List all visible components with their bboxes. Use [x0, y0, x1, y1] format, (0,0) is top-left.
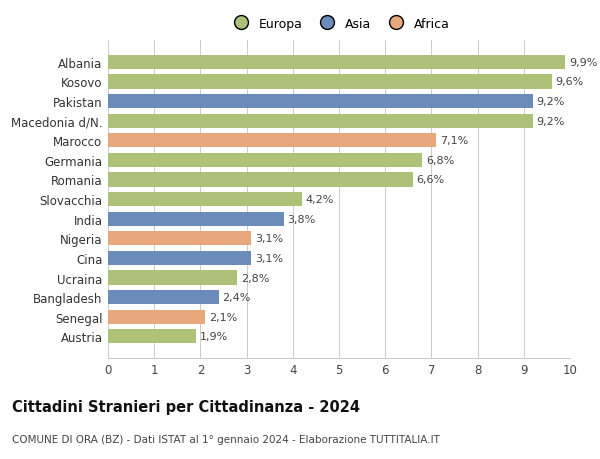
Text: 2,1%: 2,1%: [209, 312, 237, 322]
Text: COMUNE DI ORA (BZ) - Dati ISTAT al 1° gennaio 2024 - Elaborazione TUTTITALIA.IT: COMUNE DI ORA (BZ) - Dati ISTAT al 1° ge…: [12, 434, 440, 444]
Text: 9,2%: 9,2%: [537, 117, 565, 126]
Text: 3,8%: 3,8%: [287, 214, 316, 224]
Legend: Europa, Asia, Africa: Europa, Asia, Africa: [223, 13, 455, 36]
Text: 9,9%: 9,9%: [569, 58, 598, 68]
Bar: [108, 271, 238, 285]
Bar: [108, 193, 302, 207]
Text: 4,2%: 4,2%: [306, 195, 334, 205]
Bar: [108, 291, 219, 304]
Bar: [108, 232, 251, 246]
Text: 2,4%: 2,4%: [223, 292, 251, 302]
Bar: [108, 330, 196, 344]
Bar: [108, 114, 533, 129]
Text: Cittadini Stranieri per Cittadinanza - 2024: Cittadini Stranieri per Cittadinanza - 2…: [12, 399, 360, 414]
Bar: [108, 95, 533, 109]
Bar: [108, 75, 551, 90]
Bar: [108, 56, 565, 70]
Bar: [108, 251, 251, 265]
Text: 1,9%: 1,9%: [199, 331, 228, 341]
Bar: [108, 310, 205, 324]
Text: 9,2%: 9,2%: [537, 97, 565, 107]
Bar: [108, 134, 436, 148]
Text: 6,6%: 6,6%: [416, 175, 445, 185]
Text: 3,1%: 3,1%: [255, 253, 283, 263]
Bar: [108, 153, 422, 168]
Bar: [108, 173, 413, 187]
Text: 7,1%: 7,1%: [440, 136, 468, 146]
Bar: [108, 212, 284, 226]
Text: 6,8%: 6,8%: [426, 156, 454, 166]
Text: 2,8%: 2,8%: [241, 273, 269, 283]
Text: 9,6%: 9,6%: [555, 77, 583, 87]
Text: 3,1%: 3,1%: [255, 234, 283, 244]
